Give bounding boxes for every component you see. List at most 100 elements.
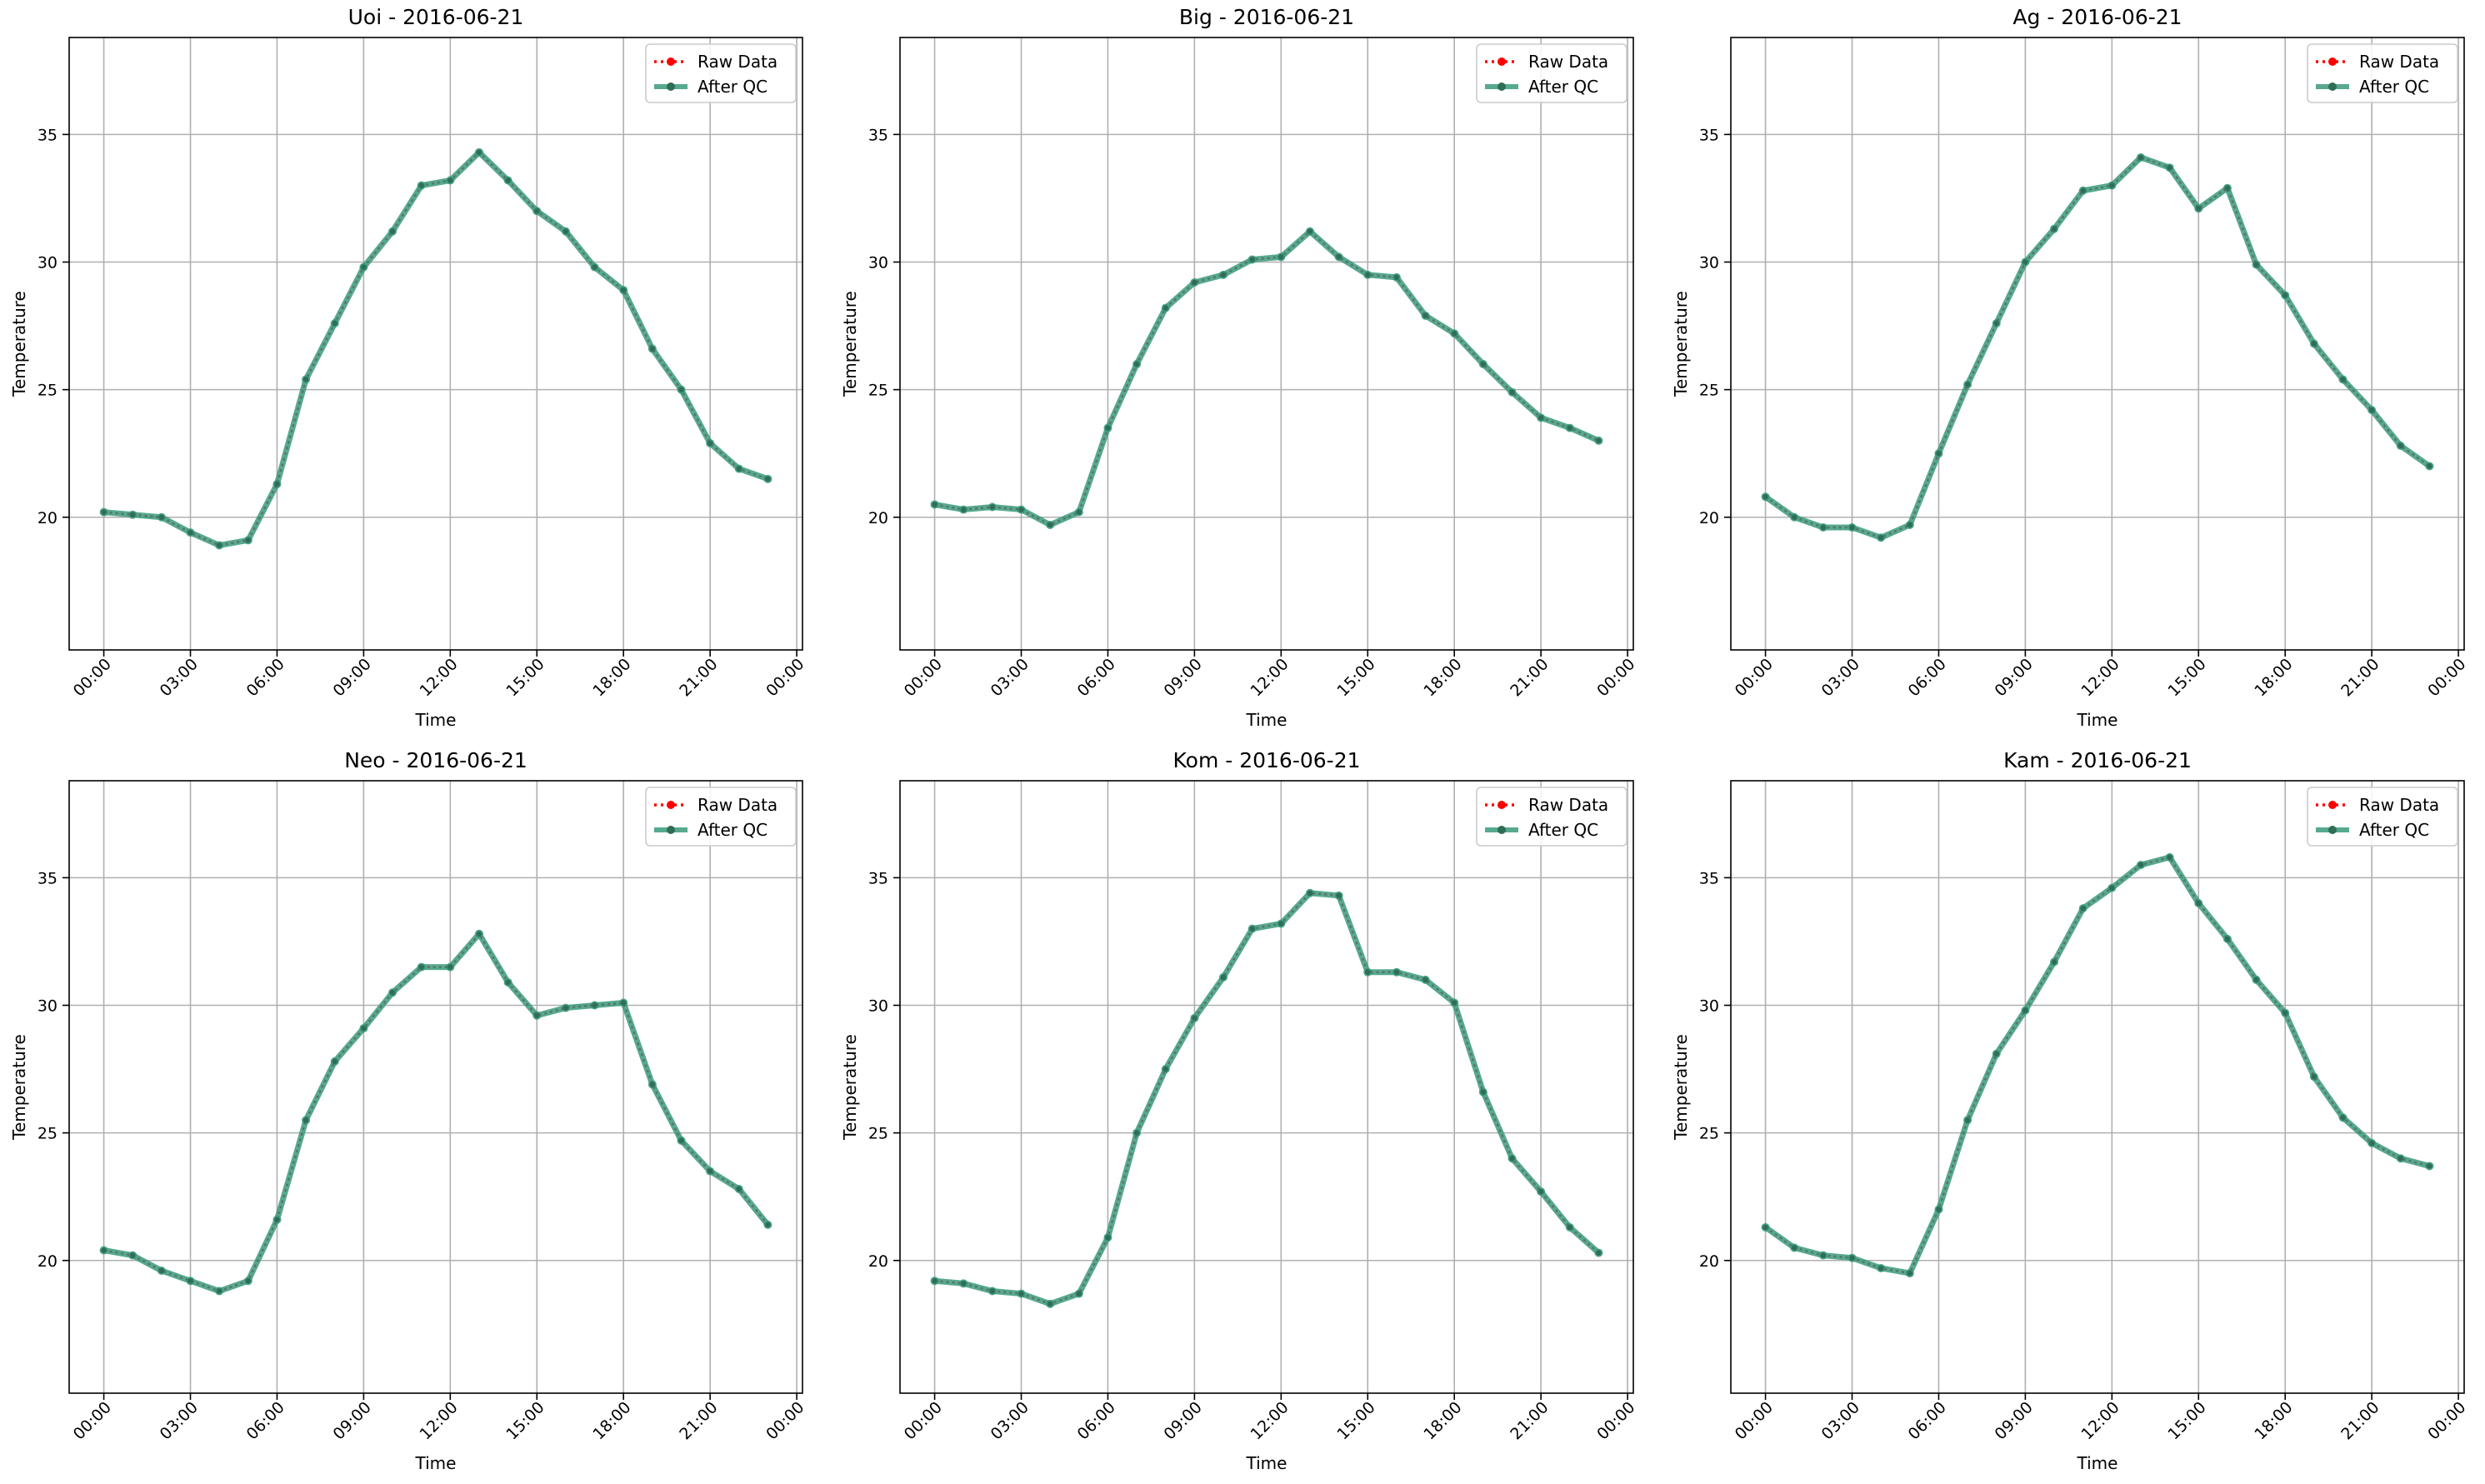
legend-qc-marker xyxy=(667,82,675,91)
raw-data-point xyxy=(2167,164,2172,171)
raw-data-point xyxy=(1878,535,1884,541)
raw-data-point xyxy=(2368,407,2375,413)
raw-data-point xyxy=(1936,1207,1942,1212)
raw-data-point xyxy=(707,440,713,447)
raw-data-point xyxy=(592,264,598,270)
raw-data-point xyxy=(961,507,967,512)
x-tick-label: 09:00 xyxy=(330,655,375,700)
raw-data-point xyxy=(1105,1234,1111,1241)
subplot-title: Big - 2016-06-21 xyxy=(1179,5,1354,29)
x-tick-label: 21:00 xyxy=(676,655,721,700)
x-axis-label: Time xyxy=(1246,1453,1288,1473)
y-axis-label: Temperature xyxy=(840,291,860,397)
raw-data-point xyxy=(1762,1224,1768,1231)
raw-data-point xyxy=(592,1002,598,1008)
x-tick-label: 21:00 xyxy=(2338,1398,2382,1443)
raw-data-point xyxy=(1820,524,1827,531)
raw-data-point xyxy=(389,228,396,234)
x-tick-label: 00:00 xyxy=(70,655,115,700)
raw-data-point xyxy=(1133,361,1140,367)
y-tick-label: 35 xyxy=(868,869,888,887)
y-tick-label: 35 xyxy=(868,126,888,144)
raw-data-point xyxy=(1849,1255,1855,1261)
raw-data-series-line xyxy=(1764,856,2430,1275)
x-tick-label: 12:00 xyxy=(1247,1398,1292,1443)
raw-data-point xyxy=(765,1222,771,1228)
legend-label: Raw Data xyxy=(698,795,778,815)
raw-data-point xyxy=(1936,450,1942,457)
raw-data-point xyxy=(2167,854,2172,861)
raw-data-point xyxy=(188,1278,193,1284)
raw-data-point xyxy=(1964,1117,1971,1123)
raw-data-point xyxy=(505,177,511,183)
x-tick-label: 21:00 xyxy=(2338,655,2382,700)
x-tick-label: 03:00 xyxy=(1818,1398,1863,1443)
legend-qc-marker xyxy=(1498,826,1506,834)
raw-data-point xyxy=(418,964,424,970)
x-tick-label: 06:00 xyxy=(1905,655,1950,700)
raw-data-point xyxy=(476,931,482,937)
x-tick-label: 15:00 xyxy=(1333,655,1378,700)
raw-data-point xyxy=(130,1252,136,1258)
y-tick-label: 30 xyxy=(868,997,888,1016)
x-tick-label: 03:00 xyxy=(1818,655,1863,700)
x-tick-label: 18:00 xyxy=(589,1398,634,1443)
raw-data-point xyxy=(418,182,424,188)
raw-data-point xyxy=(2196,900,2202,907)
raw-data-point xyxy=(2282,292,2288,298)
raw-data-point xyxy=(2398,1156,2403,1162)
y-tick-label: 35 xyxy=(38,869,58,887)
raw-data-point xyxy=(1567,1224,1572,1231)
raw-data-point xyxy=(1162,305,1168,311)
x-tick-label: 06:00 xyxy=(1905,1398,1950,1443)
x-tick-label: 00:00 xyxy=(901,1398,946,1443)
x-tick-label: 06:00 xyxy=(1074,1398,1119,1443)
raw-data-point xyxy=(1480,361,1487,367)
raw-data-point xyxy=(1422,977,1428,983)
x-axis-label: Time xyxy=(2077,1453,2118,1473)
raw-data-point xyxy=(245,1278,252,1284)
raw-data-point xyxy=(2022,259,2028,265)
raw-data-point xyxy=(158,1267,165,1274)
y-tick-label: 30 xyxy=(38,254,58,272)
y-axis-label: Temperature xyxy=(9,1034,29,1141)
raw-data-point xyxy=(1993,1051,1999,1057)
y-tick-label: 30 xyxy=(868,254,888,272)
raw-data-point xyxy=(562,1005,569,1011)
raw-data-point xyxy=(765,476,771,482)
legend-label: Raw Data xyxy=(698,52,778,72)
raw-data-point xyxy=(1278,921,1284,927)
x-axis-label: Time xyxy=(415,1453,457,1473)
raw-data-point xyxy=(678,1137,684,1144)
after-qc-series-line xyxy=(1763,154,2432,541)
raw-data-point xyxy=(2253,977,2259,983)
raw-data-point xyxy=(302,377,309,382)
raw-data-point xyxy=(130,512,136,517)
subplot-title: Ag - 2016-06-21 xyxy=(2012,5,2182,29)
y-tick-label: 30 xyxy=(38,997,58,1016)
raw-data-point xyxy=(1538,415,1544,421)
plot-area xyxy=(69,781,802,1393)
raw-data-point xyxy=(736,466,742,472)
raw-data-point xyxy=(101,1247,107,1253)
y-tick-label: 25 xyxy=(868,382,888,400)
raw-data-point xyxy=(1018,507,1024,512)
raw-data-point xyxy=(562,228,569,234)
raw-data-point xyxy=(188,529,193,536)
x-tick-label: 03:00 xyxy=(988,655,1032,700)
raw-data-point xyxy=(361,264,367,270)
raw-data-point xyxy=(620,287,627,293)
legend-label: Raw Data xyxy=(2359,795,2439,815)
y-tick-label: 20 xyxy=(1699,509,1719,527)
x-tick-label: 12:00 xyxy=(416,655,461,700)
raw-data-point xyxy=(476,149,482,156)
legend-qc-marker xyxy=(667,826,675,834)
raw-data-point xyxy=(448,964,453,970)
raw-data-point xyxy=(361,1025,367,1032)
raw-data-point xyxy=(1907,1270,1913,1277)
raw-data-point xyxy=(1365,272,1371,278)
raw-data-point xyxy=(1451,331,1458,337)
raw-data-point xyxy=(2368,1140,2375,1147)
raw-data-point xyxy=(1596,1250,1602,1256)
y-tick-label: 25 xyxy=(38,1125,58,1143)
